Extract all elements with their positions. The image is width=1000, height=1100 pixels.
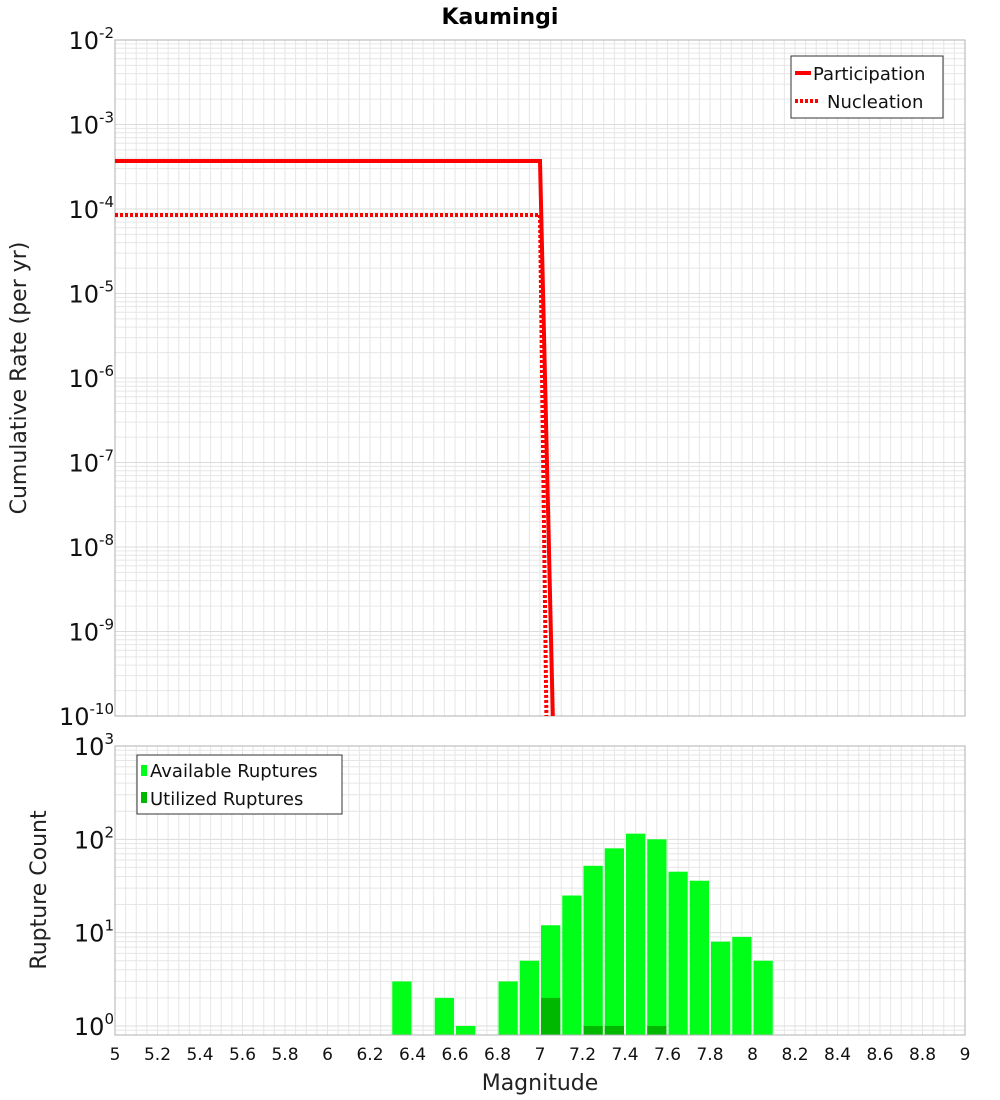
legend-swatch-utilized (141, 792, 147, 803)
bar-utilized (583, 1025, 603, 1035)
chart-title: Kaumingi (442, 5, 559, 30)
x-tick-label: 8 (747, 1045, 758, 1065)
bar-available (689, 880, 709, 1035)
bar-utilized (647, 1025, 667, 1035)
count-y-ticks: 103 102 101 100 (74, 730, 114, 1041)
x-tick-label: 5 (110, 1045, 121, 1065)
bar-available (732, 936, 752, 1035)
legend-label-participation: Participation (813, 64, 925, 85)
x-tick-label: 7.8 (696, 1045, 723, 1065)
x-ticks: 5 5.2 5.4 5.6 5.8 6 6.2 6.4 6.6 6.8 7 7.2 7.4 7.6 7.8 8… (110, 1045, 971, 1065)
y-tick-label: 10-10 (59, 700, 114, 731)
count-legend-box (136, 754, 343, 815)
y-tick-label: 10-6 (68, 362, 114, 393)
count-bars (392, 833, 773, 1035)
x-tick-label: 6.6 (441, 1045, 468, 1065)
bar-utilized (604, 1025, 624, 1035)
x-tick-label: 9 (960, 1045, 971, 1065)
x-tick-label: 7.4 (611, 1045, 638, 1065)
x-axis-label: Magnitude (482, 1071, 599, 1096)
bar-available (604, 848, 624, 1035)
series-line-participation (115, 159, 555, 717)
bar-available (434, 997, 454, 1035)
x-tick-label: 8.2 (781, 1045, 808, 1065)
x-tick-label: 5.4 (186, 1045, 213, 1065)
bar-available (753, 960, 773, 1035)
x-tick-label: 7.2 (569, 1045, 596, 1065)
y-tick-label: 103 (74, 730, 114, 761)
y-tick-label: 10-3 (68, 109, 114, 140)
x-tick-label: 5.8 (271, 1045, 298, 1065)
legend-label-nucleation: Nucleation (827, 92, 923, 113)
bar-utilized (541, 997, 561, 1035)
y-tick-label: 101 (74, 917, 114, 948)
y-tick-label: 10-8 (68, 531, 114, 562)
rate-panel: 10-2 10-3 10-4 10-5 10-6 10-7 10-8 10-9 10-10 Cu… (7, 24, 966, 731)
series-line-nucleation (115, 213, 549, 717)
count-panel: 103 102 101 100 5 5.2 5.4 5.6 5.8 6 6.2 6.4 6.6 6.8 7… (27, 730, 970, 1096)
count-grid (114, 745, 966, 1036)
y-tick-label: 100 (74, 1010, 114, 1041)
rate-legend: Participation Nucleation (790, 55, 944, 119)
bar-available (583, 865, 603, 1035)
y-tick-label: 10-5 (68, 278, 114, 309)
bar-available (711, 941, 731, 1035)
x-tick-label: 7.6 (654, 1045, 681, 1065)
rate-y-ticks: 10-2 10-3 10-4 10-5 10-6 10-7 10-8 10-9 10-10 (59, 24, 114, 731)
legend-label-available: Available Ruptures (150, 761, 318, 782)
bar-available (647, 839, 667, 1035)
bar-available (456, 1025, 476, 1035)
rate-lines (115, 159, 555, 717)
bar-available (562, 895, 582, 1035)
x-tick-label: 6.4 (399, 1045, 426, 1065)
y-tick-label: 10-7 (68, 447, 114, 478)
x-tick-label: 7 (535, 1045, 546, 1065)
x-tick-label: 8.6 (866, 1045, 893, 1065)
count-plot-frame (114, 745, 966, 1036)
bar-available (626, 833, 646, 1035)
rate-grid (114, 39, 966, 717)
count-legend: Available Ruptures Utilized Ruptures (136, 754, 343, 815)
rate-y-axis-label: Cumulative Rate (per yr) (7, 242, 32, 515)
bar-available (668, 871, 688, 1035)
rate-plot-frame (114, 39, 966, 717)
rate-legend-box (790, 55, 944, 119)
x-tick-label: 8.8 (909, 1045, 936, 1065)
bar-available (392, 981, 412, 1035)
y-tick-label: 10-9 (68, 616, 114, 647)
x-tick-label: 5.6 (229, 1045, 256, 1065)
legend-label-utilized: Utilized Ruptures (150, 789, 303, 810)
y-tick-label: 102 (74, 823, 114, 854)
x-tick-label: 5.2 (144, 1045, 171, 1065)
legend-swatch-available (141, 765, 147, 776)
x-tick-label: 6.8 (484, 1045, 511, 1065)
x-tick-label: 8.4 (824, 1045, 851, 1065)
x-tick-label: 6 (322, 1045, 333, 1065)
bar-available (498, 981, 518, 1035)
x-tick-label: 6.2 (356, 1045, 383, 1065)
count-y-axis-label: Rupture Count (27, 810, 52, 970)
y-tick-label: 10-2 (68, 24, 114, 55)
y-tick-label: 10-4 (68, 193, 114, 224)
bar-available (519, 960, 539, 1035)
